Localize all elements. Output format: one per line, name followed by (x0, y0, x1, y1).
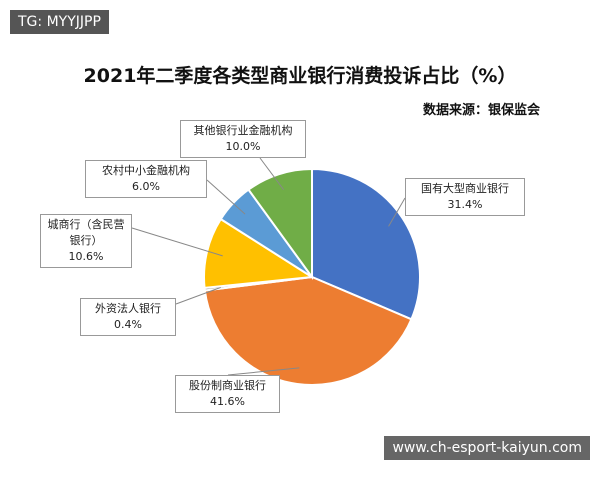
leader-line (388, 197, 406, 227)
chart-subtitle: 数据来源：银保监会 (423, 102, 541, 118)
label-value: 10.6% (68, 250, 104, 263)
leader-line (259, 157, 285, 190)
label-value: 6.0% (132, 180, 160, 193)
data-label: 外资法人银行 0.4% (80, 298, 176, 336)
data-label: 其他银行业金融机构 10.0% (180, 120, 306, 158)
pie-slice (203, 217, 315, 289)
label-name: 股份制商业银行 (189, 379, 266, 392)
leader-line (206, 179, 246, 215)
label-name: 农村中小金融机构 (102, 164, 190, 177)
leader-line (131, 227, 223, 257)
leader-line (227, 367, 300, 376)
chart-title: 2021年二季度各类型商业银行消费投诉占比（%） (84, 64, 517, 87)
label-value: 0.4% (114, 318, 142, 331)
data-label: 农村中小金融机构 6.0% (85, 160, 207, 198)
pie-slice (203, 275, 413, 386)
watermark: TG: MYYJJPP (10, 10, 109, 34)
label-value: 10.0% (225, 140, 261, 153)
label-name: 其他银行业金融机构 (193, 124, 293, 137)
label-name: 国有大型商业银行 (421, 182, 509, 195)
label-name: 外资法人银行 (95, 302, 161, 315)
data-label: 城商行（含民营银行） 10.6% (40, 214, 132, 268)
pie-slice (311, 167, 421, 321)
pie-slice (247, 167, 313, 281)
data-label: 国有大型商业银行 31.4% (405, 178, 525, 216)
data-label: 股份制商业银行 41.6% (175, 375, 280, 413)
watermark: www.ch-esport-kaiyun.com (384, 436, 590, 460)
label-value: 41.6% (210, 395, 245, 408)
label-name: 城商行（含民营银行） (47, 218, 125, 247)
label-value: 31.4% (447, 198, 483, 211)
leader-line (175, 286, 221, 305)
